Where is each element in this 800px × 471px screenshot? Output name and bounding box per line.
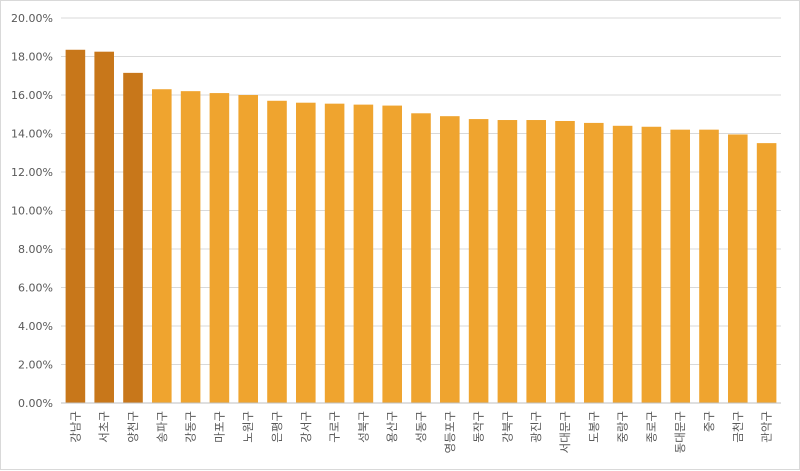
y-tick-label: 4.00%	[18, 320, 53, 333]
bar-20	[641, 126, 662, 403]
x-category-label: 송파구	[155, 411, 169, 443]
y-tick-label: 8.00%	[18, 243, 53, 256]
x-category-label: 노원구	[241, 411, 255, 443]
bar-12	[411, 113, 431, 403]
bar-21	[670, 129, 690, 403]
bar-24	[756, 143, 777, 403]
bar-3	[152, 89, 172, 403]
x-category-label: 마포구	[212, 411, 226, 443]
x-category-label: 관악구	[760, 411, 774, 443]
bar-4	[180, 91, 201, 404]
bar-14	[468, 119, 489, 403]
bar-15	[497, 120, 518, 404]
bar-13	[440, 116, 460, 404]
y-tick-label: 16.00%	[11, 89, 53, 102]
x-category-label: 구로구	[328, 411, 342, 443]
bar-5	[209, 93, 230, 403]
bar-22	[699, 129, 719, 403]
bar-19	[612, 125, 633, 404]
x-category-label: 금천구	[731, 411, 745, 443]
x-category-label: 종로구	[644, 411, 658, 443]
bar-23	[728, 134, 748, 403]
bar-16	[526, 120, 546, 404]
y-tick-label: 10.00%	[11, 205, 53, 218]
x-category-label: 동대문구	[673, 411, 687, 453]
y-tick-label: 0.00%	[18, 397, 53, 410]
bar-0	[65, 49, 86, 403]
bar-18	[584, 122, 604, 403]
y-tick-label: 6.00%	[18, 282, 53, 295]
x-category-label: 강동구	[184, 411, 198, 443]
y-tick-label: 2.00%	[18, 359, 53, 372]
x-category-label: 강서구	[299, 411, 313, 443]
x-category-label: 중구	[702, 411, 716, 432]
x-category-label: 서초구	[97, 411, 111, 443]
y-axis-tick-labels: 0.00% 2.00% 4.00% 6.00% 8.00% 10.00% 12.00% 14.…	[11, 12, 53, 410]
x-category-label: 성북구	[356, 411, 370, 443]
bar-11	[382, 105, 402, 404]
bar-7	[267, 100, 287, 404]
bar-6	[238, 95, 258, 403]
x-category-label: 영등포구	[443, 411, 457, 453]
x-category-label: 광진구	[529, 411, 543, 443]
bar-8	[296, 102, 316, 403]
x-category-label: 서대문구	[558, 411, 572, 453]
y-tick-label: 14.00%	[11, 128, 53, 141]
x-category-label: 동작구	[472, 411, 486, 443]
x-category-label: 중랑구	[616, 411, 630, 443]
x-category-label: 도봉구	[587, 411, 601, 443]
x-axis-category-labels: 강남구 서초구 양천구 송파구 강동구 마포구 노원구 은평구 강서구 구로구 성북구 용산구 성동구 영…	[68, 411, 773, 453]
bar-10	[353, 104, 374, 403]
x-category-label: 양천구	[126, 411, 140, 443]
bar-9	[324, 103, 345, 403]
x-category-label: 강북구	[500, 411, 514, 443]
x-category-label: 강남구	[68, 411, 82, 443]
x-category-label: 은평구	[270, 411, 284, 443]
x-category-label: 성동구	[414, 411, 428, 443]
bar-17	[555, 120, 575, 404]
x-category-label: 용산구	[385, 411, 399, 443]
bars	[65, 49, 777, 404]
y-tick-label: 20.00%	[11, 12, 53, 25]
bar-2	[123, 72, 143, 404]
y-tick-label: 12.00%	[11, 166, 53, 179]
y-tick-label: 18.00%	[11, 51, 53, 64]
bar-1	[94, 51, 114, 403]
